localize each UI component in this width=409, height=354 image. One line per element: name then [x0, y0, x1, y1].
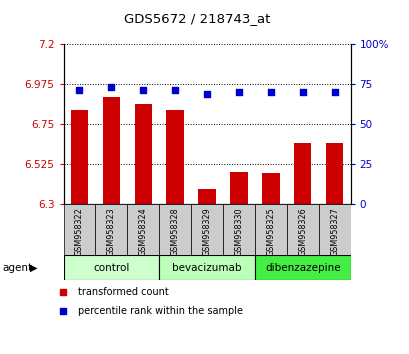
Text: ▶: ▶: [29, 263, 37, 273]
Text: GSM958329: GSM958329: [202, 208, 211, 256]
Point: [60, 308, 66, 314]
Bar: [293, 143, 311, 204]
Text: GSM958330: GSM958330: [234, 208, 243, 256]
Bar: [166, 110, 184, 204]
Bar: [63, 204, 95, 255]
Bar: [286, 204, 318, 255]
Text: GSM958327: GSM958327: [329, 208, 338, 256]
Text: GSM958325: GSM958325: [266, 208, 275, 256]
Text: GSM958323: GSM958323: [107, 208, 116, 256]
Bar: [254, 204, 286, 255]
Bar: [261, 173, 279, 204]
Text: GSM958326: GSM958326: [297, 208, 306, 256]
Bar: [198, 189, 215, 204]
Bar: [63, 255, 159, 280]
Text: transformed count: transformed count: [78, 287, 169, 297]
Text: GSM958324: GSM958324: [138, 208, 147, 256]
Point: [139, 88, 146, 93]
Text: percentile rank within the sample: percentile rank within the sample: [78, 306, 243, 316]
Text: GDS5672 / 218743_at: GDS5672 / 218743_at: [123, 12, 270, 25]
Bar: [318, 204, 350, 255]
Text: GSM958328: GSM958328: [170, 208, 179, 256]
Bar: [191, 204, 222, 255]
Text: control: control: [93, 263, 129, 273]
Bar: [95, 204, 127, 255]
Point: [299, 89, 305, 95]
Bar: [325, 143, 343, 204]
Text: agent: agent: [2, 263, 32, 273]
Bar: [229, 172, 247, 204]
Bar: [102, 97, 120, 204]
Point: [171, 88, 178, 93]
Point: [330, 89, 337, 95]
Point: [235, 89, 242, 95]
Bar: [222, 204, 254, 255]
Bar: [159, 204, 191, 255]
Point: [203, 91, 210, 96]
Text: bevacizumab: bevacizumab: [172, 263, 241, 273]
Point: [76, 88, 83, 93]
Bar: [254, 255, 350, 280]
Bar: [159, 255, 254, 280]
Point: [108, 84, 115, 90]
Bar: [127, 204, 159, 255]
Text: dibenzazepine: dibenzazepine: [264, 263, 340, 273]
Point: [60, 289, 66, 295]
Bar: [134, 104, 152, 204]
Text: GSM958322: GSM958322: [75, 208, 84, 256]
Bar: [70, 110, 88, 204]
Point: [267, 89, 274, 95]
